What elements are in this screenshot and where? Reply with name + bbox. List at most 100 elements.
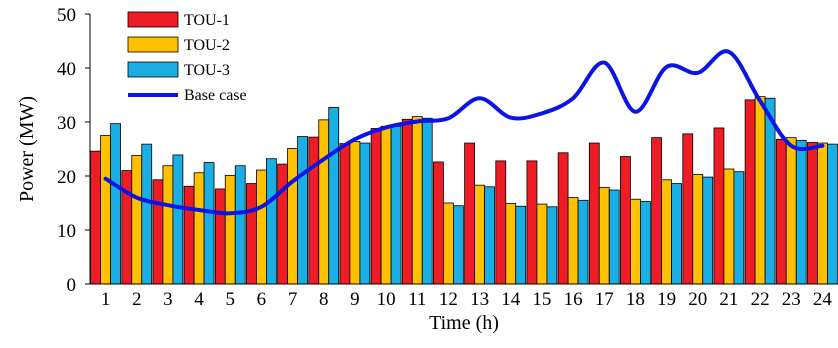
x-tick-label: 4 (194, 289, 204, 310)
bar-tou-3-2 (141, 143, 153, 285)
bar-tou-2-6 (256, 169, 267, 285)
bar-tou-1-12 (433, 161, 444, 285)
bar-tou-2-24 (817, 142, 828, 285)
bar-tou-3-13 (484, 186, 495, 285)
legend-label: TOU-2 (184, 37, 230, 54)
x-tick-label: 16 (564, 289, 583, 310)
bar-tou-1-3 (152, 179, 164, 285)
bar-tou-1-7 (277, 163, 288, 285)
bar-tou-3-19 (671, 183, 682, 285)
bar-tou-2-9 (349, 141, 361, 285)
bar-tou-3-3 (172, 154, 184, 285)
bar-tou-2-1 (100, 135, 111, 285)
bar-tou-1-4 (183, 185, 195, 285)
x-tick-label: 17 (595, 289, 614, 310)
legend-swatch (127, 36, 179, 53)
bars-layer (90, 96, 838, 285)
bar-tou-2-16 (567, 197, 579, 285)
bar-tou-2-5 (224, 175, 236, 285)
bar-tou-1-11 (401, 118, 413, 285)
bar-tou-3-20 (702, 176, 714, 285)
bar-tou-2-11 (411, 116, 423, 285)
x-tick-label: 11 (408, 289, 426, 310)
x-tick-label: 19 (657, 289, 676, 310)
x-axis-title: Time (h) (429, 312, 499, 334)
x-tick-label: 5 (226, 289, 236, 310)
bar-tou-2-3 (162, 165, 174, 285)
bar-tou-1-20 (682, 133, 694, 285)
legend-label: TOU-1 (184, 12, 230, 29)
bar-tou-2-18 (630, 198, 641, 285)
bar-tou-1-6 (246, 183, 257, 285)
bar-tou-1-1 (90, 150, 101, 285)
bar-tou-3-6 (265, 158, 277, 285)
bar-tou-2-19 (661, 179, 672, 285)
x-tick-label: 23 (782, 289, 801, 310)
bar-tou-3-11 (421, 117, 433, 285)
x-tick-label: 10 (377, 289, 396, 310)
bar-tou-1-8 (308, 136, 320, 285)
x-tick-label: 3 (163, 289, 173, 310)
axes-layer (85, 13, 838, 285)
bar-tou-2-4 (193, 172, 205, 285)
x-tick-label: 20 (688, 289, 707, 310)
bar-tou-2-13 (474, 184, 485, 285)
series-line-base-case (103, 49, 825, 216)
x-tick-label: 6 (257, 289, 267, 310)
bar-tou-1-22 (744, 99, 756, 285)
bar-tou-2-21 (723, 168, 735, 285)
bar-tou-1-18 (620, 156, 631, 285)
y-tick-label: 20 (57, 167, 76, 188)
x-tick-label: 15 (532, 289, 551, 310)
bar-tou-2-17 (598, 186, 610, 285)
bar-tou-1-17 (588, 142, 600, 285)
bar-tou-3-12 (452, 205, 464, 285)
bar-tou-1-13 (464, 142, 475, 285)
bar-tou-3-1 (110, 123, 121, 285)
bar-tou-3-24 (827, 143, 838, 285)
bar-tou-1-10 (370, 128, 382, 285)
x-tick-label: 18 (626, 289, 645, 310)
x-tick-label: 9 (350, 289, 360, 310)
base-line-layer (103, 49, 825, 216)
legend-swatch (127, 11, 179, 28)
bar-tou-1-14 (495, 160, 507, 285)
bar-tou-3-23 (795, 139, 807, 285)
bar-tou-2-20 (692, 173, 704, 285)
x-tick-label: 21 (719, 289, 738, 310)
x-tick-label: 13 (470, 289, 489, 310)
bar-tou-2-12 (443, 202, 454, 285)
bar-tou-3-17 (608, 189, 620, 285)
y-tick-label: 10 (57, 221, 76, 242)
x-tick-label: 24 (813, 289, 833, 310)
bar-tou-1-9 (339, 143, 351, 285)
bar-tou-1-5 (214, 188, 226, 285)
bar-tou-1-23 (775, 138, 787, 285)
x-tick-label: 14 (501, 289, 521, 310)
legend: TOU-1 TOU-2 TOU-3 Base case (127, 11, 247, 104)
y-axis-title: Power (MW) (16, 96, 38, 202)
bar-tou-3-16 (577, 199, 589, 285)
y-tick-label: 50 (57, 5, 76, 26)
bar-tou-3-21 (733, 171, 745, 285)
bar-tou-2-8 (318, 119, 330, 285)
bar-tou-1-16 (557, 152, 569, 285)
bar-tou-3-4 (203, 162, 215, 285)
bar-tou-2-10 (380, 125, 392, 285)
bar-tou-1-15 (526, 160, 538, 285)
bar-tou-3-14 (515, 205, 527, 285)
x-tick-label: 7 (288, 289, 298, 310)
legend-label: Base case (184, 87, 247, 104)
bar-tou-1-21 (713, 127, 725, 285)
bar-tou-3-5 (234, 165, 246, 285)
legend-label: TOU-3 (184, 62, 230, 79)
bar-tou-3-10 (390, 125, 402, 285)
y-tick-label: 30 (57, 113, 76, 134)
x-tick-label: 22 (751, 289, 770, 310)
bar-tou-3-18 (640, 200, 651, 285)
bar-tou-2-22 (754, 96, 766, 285)
x-tick-label: 2 (132, 289, 142, 310)
bar-tou-3-7 (297, 136, 308, 285)
bar-tou-2-7 (287, 148, 298, 285)
